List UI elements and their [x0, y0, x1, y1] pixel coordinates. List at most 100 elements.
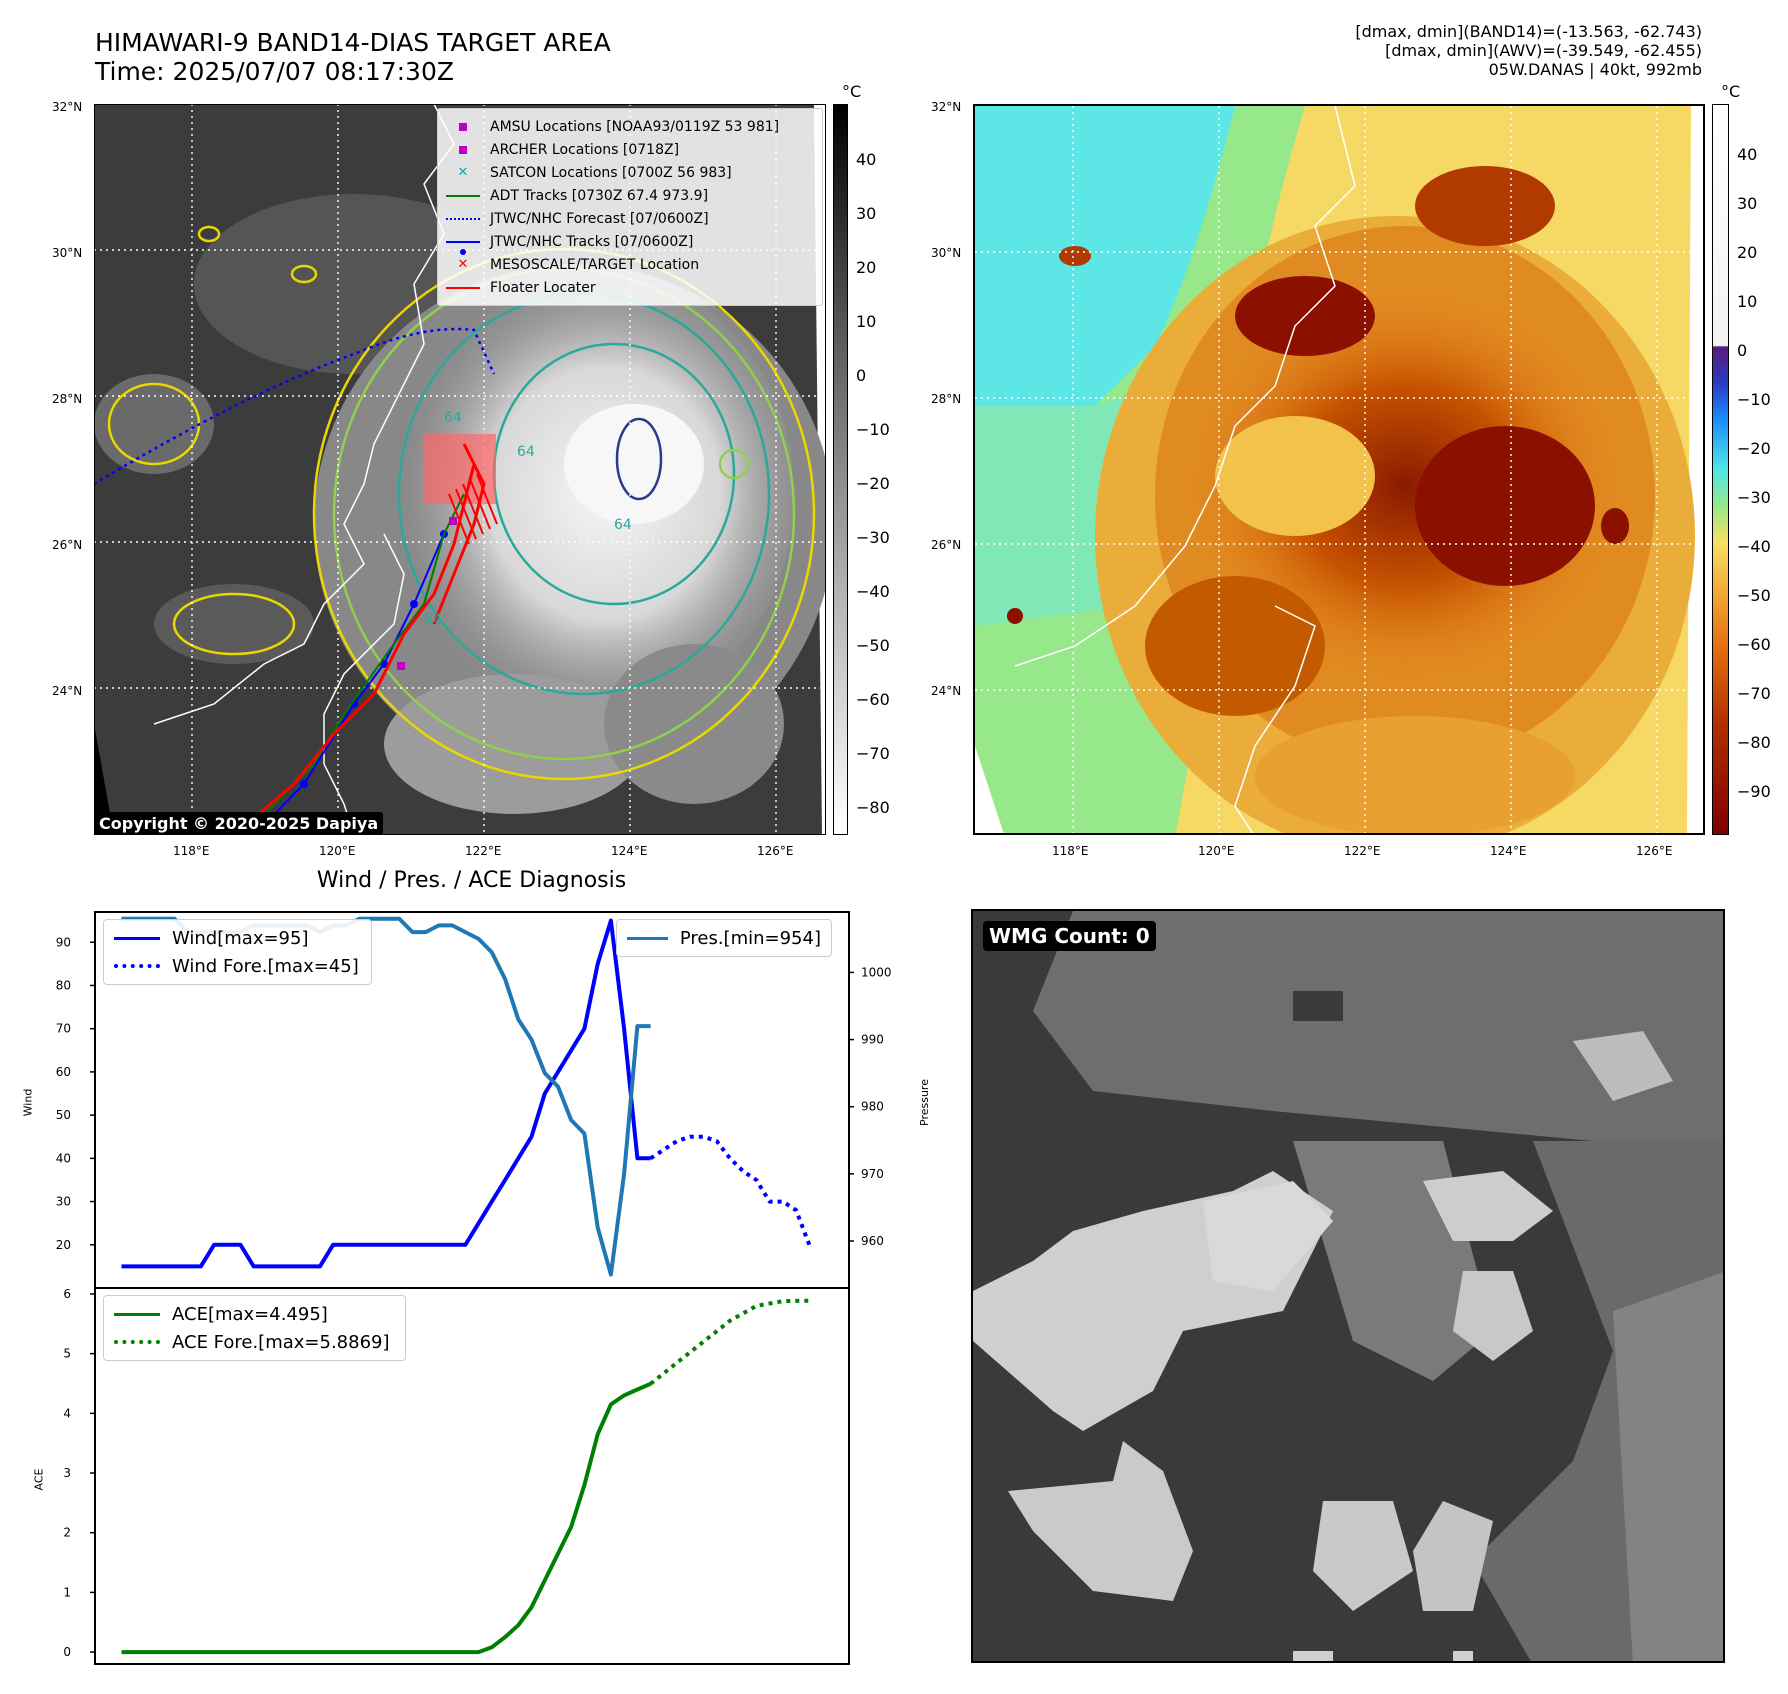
ir-satellite-panel: 64 64 64 64 Copyright © 2020-2025 Dapiya…	[94, 104, 826, 835]
wv-colorbar-unit: °C	[1721, 82, 1741, 101]
lon-tick: 122°E	[465, 844, 502, 858]
series-line-ace-fore-	[649, 1298, 810, 1386]
axis-tick-label: 2	[63, 1526, 71, 1540]
blue-line-icon	[114, 936, 160, 940]
blue-line-dot-icon	[446, 240, 480, 243]
wv-colorbar-tick: −80	[1737, 733, 1771, 752]
ace-legend: ACE[max=4.495] ACE Fore.[max=5.8869]	[103, 1295, 406, 1361]
axis-tick-label: 50	[56, 1108, 71, 1122]
ir-colorbar-tick: 10	[856, 312, 877, 331]
wv-colorbar-tick: −40	[1737, 537, 1771, 556]
ir-colorbar-tick: −40	[856, 582, 890, 601]
ir-colorbar-tick: −60	[856, 690, 890, 709]
ace-axis-ticks: 0 1 2 3 4 5 6	[63, 1287, 95, 1659]
wv-colorbar-tick: −70	[1737, 684, 1771, 703]
legend-item-pressure: Pres.[min=954]	[627, 924, 821, 952]
ace-plot-frame	[94, 1287, 850, 1665]
ace-lines	[121, 1298, 810, 1655]
lon-tick: 118°E	[173, 844, 210, 858]
lat-tick: 28°N	[931, 392, 962, 406]
ir-colorbar-tick: −50	[856, 636, 890, 655]
axis-tick-label: 970	[861, 1167, 884, 1181]
wv-colorbar-tick: 30	[1737, 194, 1758, 213]
lon-tick: 118°E	[1052, 844, 1089, 858]
ir-colorbar-tick: 40	[856, 150, 877, 169]
blue-dotted-line-icon	[114, 964, 160, 968]
wv-colorbar-tick: 0	[1737, 341, 1748, 360]
legend-item-wind-forecast: Wind Fore.[max=45]	[114, 952, 361, 980]
meta-storm: 05W.DANAS | 40kt, 992mb	[1488, 60, 1702, 79]
pressure-axis-label: Pressure	[917, 1079, 931, 1126]
lat-tick: 32°N	[931, 100, 962, 114]
contour-label: 64	[614, 517, 632, 533]
ir-colorbar-tick: 30	[856, 204, 877, 223]
contour-label: 64	[444, 410, 462, 426]
axis-tick-label: 1	[63, 1585, 71, 1599]
series-line-ace	[121, 1381, 652, 1655]
legend-item-wind: Wind[max=95]	[114, 924, 361, 952]
axis-tick-label: 70	[56, 1022, 71, 1036]
ir-colorbar-unit: °C	[842, 82, 862, 101]
lat-tick: 28°N	[52, 392, 83, 406]
wv-colorbar-tick: 20	[1737, 243, 1758, 262]
wind-axis-label: Wind	[21, 1088, 35, 1117]
lat-tick: 26°N	[52, 538, 83, 552]
ir-colorbar-tick: −30	[856, 528, 890, 547]
wv-colorbar-tick: −20	[1737, 439, 1771, 458]
series-line-wind	[121, 918, 651, 1269]
lat-tick: 32°N	[52, 100, 83, 114]
meta-awv: [dmax, dmin](AWV)=(-39.549, -62.455)	[1385, 41, 1702, 60]
axis-tick-label: 3	[63, 1466, 71, 1480]
wv-satellite-image	[975, 106, 1703, 833]
lat-tick: 30°N	[931, 246, 962, 260]
ir-panel-frame	[94, 104, 826, 835]
wv-colorbar-tick: −60	[1737, 635, 1771, 654]
wmg-count-badge: WMG Count: 0	[983, 921, 1156, 951]
ir-colorbar-tick: −20	[856, 474, 890, 493]
ir-colorbar	[833, 104, 848, 835]
lon-tick: 126°E	[1636, 844, 1673, 858]
lon-tick: 122°E	[1344, 844, 1381, 858]
lat-tick: 24°N	[52, 684, 83, 698]
green-line-icon	[114, 1312, 160, 1316]
contour-label: 64	[424, 612, 442, 628]
axis-tick-label: 980	[861, 1100, 884, 1114]
cyan-x-icon: ✕	[457, 165, 469, 180]
lon-tick: 126°E	[757, 844, 794, 858]
contour-label: 64	[517, 444, 535, 460]
lon-tick: 124°E	[611, 844, 648, 858]
blue-dotted-line-icon	[446, 217, 480, 220]
legend-item-jtwc-forecast: JTWC/NHC Forecast [07/0600Z]	[446, 207, 814, 230]
chart-title: Wind / Pres. / ACE Diagnosis	[316, 868, 627, 893]
axis-tick-label: 5	[63, 1347, 71, 1361]
wv-colorbar-tick: 40	[1737, 145, 1758, 164]
lat-tick: 30°N	[52, 246, 83, 260]
pressure-axis-ticks: 960 970 980 990 1000	[849, 965, 892, 1248]
axis-tick-label: 30	[56, 1195, 71, 1209]
legend-item-archer: ARCHER Locations [0718Z]	[446, 138, 814, 161]
legend-item-satcon: ✕ SATCON Locations [0700Z 56 983]	[457, 164, 732, 181]
lon-tick: 120°E	[1198, 844, 1235, 858]
legend-item-floater: Floater Locater	[446, 276, 814, 299]
meta-band14: [dmax, dmin](BAND14)=(-13.563, -62.743)	[1355, 22, 1702, 41]
lat-tick: 26°N	[931, 538, 962, 552]
ir-colorbar-tick: 0	[856, 366, 867, 385]
metadata-block: [dmax, dmin](BAND14)=(-13.563, -62.743) …	[1102, 22, 1702, 79]
axis-tick-label: 4	[63, 1406, 71, 1420]
wv-colorbar-tick: −10	[1737, 390, 1771, 409]
axis-tick-label: 0	[63, 1645, 71, 1659]
lon-tick: 120°E	[319, 844, 356, 858]
magenta-square-icon	[459, 145, 467, 154]
copyright-badge: Copyright © 2020-2025 Dapiya	[94, 812, 384, 835]
green-dotted-line-icon	[114, 1340, 160, 1344]
wind-axis-ticks: 20 30 40 50 60 70 80 90	[56, 935, 95, 1252]
axis-tick-label: 80	[56, 978, 71, 992]
wv-colorbar-tick: −30	[1737, 488, 1771, 507]
ir-colorbar-tick: −80	[856, 798, 890, 817]
legend-item-amsu: AMSU Locations [NOAA93/0119Z 53 981]	[446, 115, 814, 138]
figure-title: HIMAWARI-9 BAND14-DIAS TARGET AREA	[95, 28, 611, 57]
figure-time: Time: 2025/07/07 08:17:30Z	[95, 57, 454, 86]
wv-colorbar-tick: 10	[1737, 292, 1758, 311]
wv-colorbar-tick: −50	[1737, 586, 1771, 605]
steelblue-line-icon	[627, 936, 668, 940]
